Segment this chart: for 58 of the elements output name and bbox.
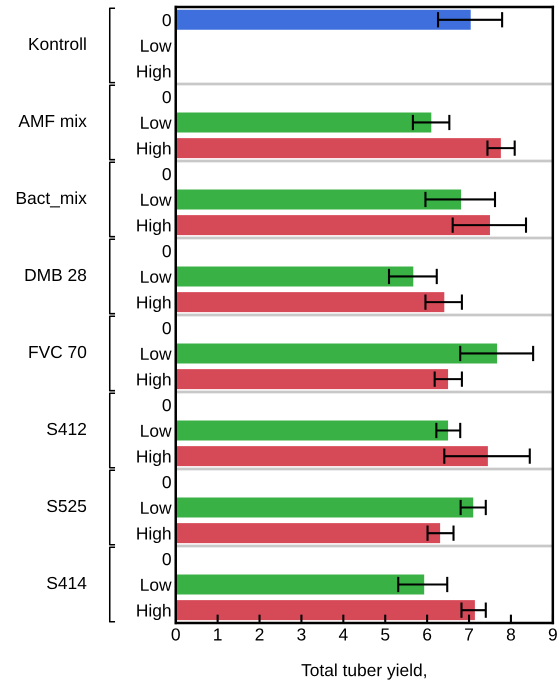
bar <box>176 600 475 620</box>
bar <box>176 10 471 30</box>
y-tick-label: 0 <box>162 244 171 258</box>
bar <box>176 523 440 544</box>
bar <box>176 369 448 390</box>
x-tick-label: 4 <box>338 628 348 640</box>
y-tick-label: Low <box>141 270 172 283</box>
y-tick-label: High <box>137 450 170 466</box>
bar <box>176 292 444 312</box>
x-tick-label: 5 <box>381 628 390 641</box>
y-tick-label: Low <box>141 116 172 129</box>
bar <box>176 343 498 364</box>
bar <box>176 138 501 158</box>
y-tick-label: 0 <box>162 90 171 104</box>
x-axis-title: Total tuber yield, <box>301 663 426 680</box>
x-tick-label: 0 <box>172 628 180 641</box>
text: S525 <box>47 500 86 512</box>
y-tick-label: 0 <box>162 552 171 566</box>
text: Kontroll <box>29 37 86 50</box>
y-tick-label: Low <box>141 348 172 360</box>
text: Bact_mix <box>16 191 87 208</box>
y-tick-label: High <box>137 372 170 390</box>
x-tick-label: 9 <box>548 628 557 641</box>
bar <box>176 574 424 595</box>
bar <box>176 215 490 236</box>
x-tick-label: 3 <box>297 628 306 641</box>
y-tick-label: Low <box>141 424 172 437</box>
y-tick-label: 0 <box>162 398 171 412</box>
y-tick-label: High <box>137 604 170 620</box>
y-tick-label: Low <box>141 194 172 206</box>
text: FVC 70 <box>29 346 86 358</box>
bar <box>176 112 432 132</box>
bar <box>176 266 414 286</box>
y-tick-label: Low <box>141 578 172 591</box>
y-tick-label: High <box>137 526 170 544</box>
y-tick-label: Low <box>141 502 172 514</box>
bar <box>176 189 462 210</box>
y-tick-label: Low <box>141 40 172 52</box>
y-tick-label: 0 <box>162 168 171 180</box>
text: DMB 28 <box>26 268 86 282</box>
y-tick-label: High <box>137 64 170 82</box>
x-tick-label: 6 <box>423 628 432 641</box>
x-tick-label: 8 <box>506 628 515 641</box>
text: S414 <box>47 576 86 590</box>
y-tick-label: High <box>137 218 170 236</box>
bar <box>176 420 448 440</box>
bar <box>176 497 474 518</box>
text: AMF mix <box>18 114 87 127</box>
x-tick-label: 1 <box>214 628 222 640</box>
bar <box>176 446 488 466</box>
y-tick-label: 0 <box>162 322 171 334</box>
y-tick-label: High <box>137 142 170 158</box>
y-tick-label: 0 <box>162 476 171 488</box>
y-tick-label: High <box>137 296 170 312</box>
x-tick-label: 7 <box>465 628 473 640</box>
text: S412 <box>47 422 86 436</box>
y-tick-label: 0 <box>162 14 171 26</box>
x-tick-label: 2 <box>256 628 264 640</box>
